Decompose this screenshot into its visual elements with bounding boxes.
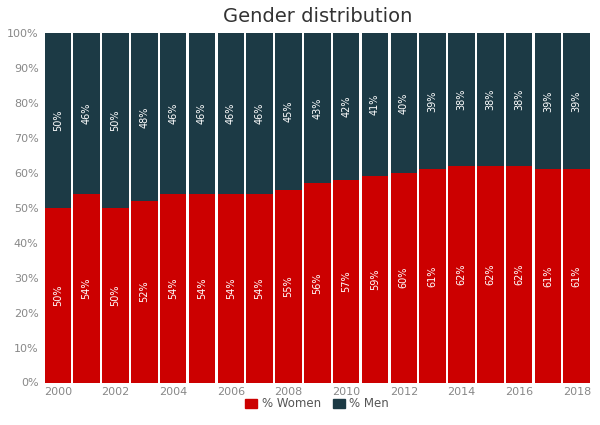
Text: 56%: 56%: [312, 272, 322, 294]
Text: 62%: 62%: [457, 264, 466, 285]
Text: 52%: 52%: [139, 281, 149, 303]
Text: 45%: 45%: [283, 101, 293, 122]
Text: 38%: 38%: [485, 89, 495, 110]
Bar: [44, 208, 71, 382]
Bar: [448, 33, 475, 166]
Text: 61%: 61%: [428, 265, 437, 286]
Text: 62%: 62%: [514, 264, 524, 285]
Bar: [333, 33, 359, 180]
Bar: [506, 166, 532, 382]
Bar: [304, 33, 331, 183]
Text: 50%: 50%: [53, 284, 63, 306]
Bar: [362, 176, 388, 382]
Bar: [391, 173, 417, 382]
Bar: [333, 180, 359, 382]
Text: 62%: 62%: [485, 264, 495, 285]
Bar: [160, 194, 187, 382]
Bar: [189, 194, 215, 382]
Text: 39%: 39%: [572, 91, 582, 112]
Text: 41%: 41%: [370, 94, 380, 115]
Text: 46%: 46%: [82, 103, 92, 124]
Bar: [535, 169, 561, 382]
Text: 57%: 57%: [341, 270, 351, 292]
Text: 54%: 54%: [226, 278, 236, 299]
Text: 39%: 39%: [543, 91, 553, 112]
Bar: [218, 33, 244, 194]
Bar: [131, 33, 158, 201]
Bar: [247, 194, 273, 382]
Text: 59%: 59%: [370, 269, 380, 290]
Text: 61%: 61%: [572, 265, 582, 286]
Bar: [102, 208, 129, 382]
Bar: [477, 166, 503, 382]
Text: 50%: 50%: [53, 110, 63, 131]
Bar: [44, 33, 71, 208]
Bar: [419, 169, 446, 382]
Text: 54%: 54%: [254, 278, 265, 299]
Text: 46%: 46%: [226, 103, 236, 124]
Bar: [275, 190, 302, 382]
Text: 55%: 55%: [283, 275, 293, 297]
Text: 46%: 46%: [254, 103, 265, 124]
Legend: % Women, % Men: % Women, % Men: [241, 393, 394, 415]
Bar: [419, 33, 446, 169]
Bar: [131, 201, 158, 382]
Bar: [73, 194, 100, 382]
Text: 50%: 50%: [110, 284, 121, 306]
Text: 60%: 60%: [399, 267, 409, 288]
Title: Gender distribution: Gender distribution: [223, 7, 412, 26]
Bar: [477, 33, 503, 166]
Bar: [535, 33, 561, 169]
Text: 38%: 38%: [514, 89, 524, 110]
Bar: [160, 33, 187, 194]
Bar: [391, 33, 417, 173]
Bar: [448, 166, 475, 382]
Bar: [102, 33, 129, 208]
Bar: [218, 194, 244, 382]
Text: 46%: 46%: [197, 103, 207, 124]
Bar: [563, 169, 590, 382]
Bar: [73, 33, 100, 194]
Text: 54%: 54%: [197, 278, 207, 299]
Bar: [247, 33, 273, 194]
Text: 61%: 61%: [543, 265, 553, 286]
Text: 40%: 40%: [399, 92, 409, 113]
Text: 46%: 46%: [168, 103, 178, 124]
Bar: [506, 33, 532, 166]
Text: 39%: 39%: [428, 91, 437, 112]
Text: 48%: 48%: [139, 106, 149, 128]
Bar: [275, 33, 302, 190]
Text: 54%: 54%: [168, 278, 178, 299]
Text: 43%: 43%: [312, 97, 322, 119]
Text: 54%: 54%: [82, 278, 92, 299]
Bar: [189, 33, 215, 194]
Text: 38%: 38%: [457, 89, 466, 110]
Text: 42%: 42%: [341, 96, 351, 117]
Text: 50%: 50%: [110, 110, 121, 131]
Bar: [304, 183, 331, 382]
Bar: [563, 33, 590, 169]
Bar: [362, 33, 388, 176]
